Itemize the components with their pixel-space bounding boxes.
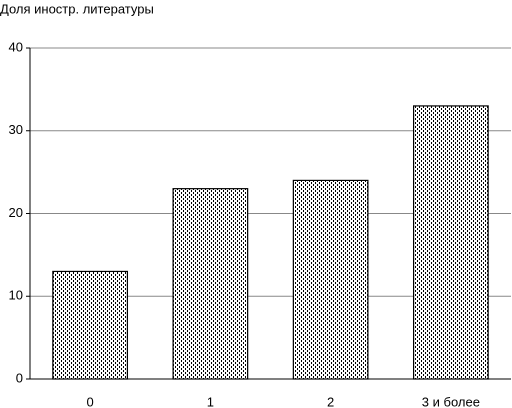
y-tick-label: 40: [9, 39, 23, 54]
y-tick-label: 0: [16, 370, 23, 385]
bar: [292, 179, 369, 380]
y-tick-label: 20: [9, 205, 23, 220]
bar: [412, 105, 489, 380]
bar: [172, 188, 249, 380]
y-tick-label: 30: [9, 122, 23, 137]
bar: [52, 270, 129, 380]
x-tick-label: 3 и более: [422, 394, 480, 408]
y-axis-title: Доля иностр. литературы: [0, 1, 154, 16]
y-tick-label: 10: [9, 288, 23, 303]
x-tick-label: 1: [207, 394, 214, 408]
x-tick-label: 2: [327, 394, 334, 408]
x-tick-label: 0: [87, 394, 94, 408]
